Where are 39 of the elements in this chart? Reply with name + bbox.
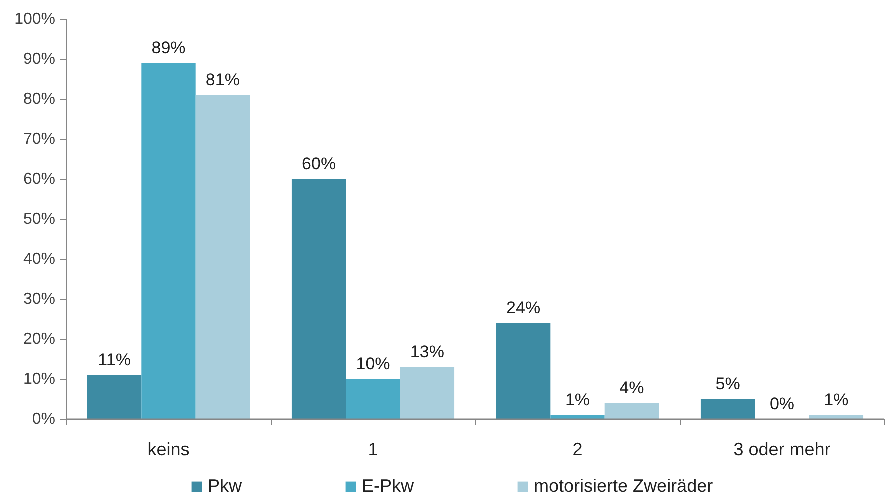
bar [604,404,660,420]
bar [346,380,400,420]
y-tick-label: 50% [23,211,56,228]
data-label: 10% [356,354,390,374]
data-label: 1% [824,390,849,410]
data-label: 81% [206,70,240,90]
x-tick-label: keins [148,440,190,460]
y-tick-label: 80% [23,91,56,108]
bar [196,96,250,420]
data-label: 60% [302,154,336,174]
x-tick-label: 2 [572,440,583,460]
data-label: 4% [620,378,644,398]
y-tick-label: 90% [23,51,56,68]
y-tick-label: 40% [23,251,56,268]
x-tick-label: 3 oder mehr [734,440,831,460]
y-tick-label: 20% [23,331,56,348]
y-tick-label: 30% [23,291,56,308]
data-label: 24% [506,298,541,318]
y-tick-label: 100% [14,11,56,28]
legend-label: E-Pkw [362,476,414,497]
data-label: 1% [565,390,590,410]
legend-label: Pkw [208,476,242,497]
data-label: 13% [410,342,444,362]
bar [87,376,142,420]
y-tick-label: 60% [23,171,56,188]
x-tick-label: 1 [368,440,378,460]
legend-label: motorisierte Zweiräder [534,476,714,497]
bar [142,64,196,420]
data-label: 89% [152,38,186,58]
bar [292,180,346,420]
y-tick-label: 70% [23,131,56,148]
bar [496,324,551,420]
bar [700,400,756,420]
y-tick-label: 10% [23,371,56,388]
bar [400,368,455,420]
y-tick-label: 0% [32,411,56,428]
data-label: 11% [98,350,131,370]
data-label: 0% [770,394,795,414]
data-label: 5% [716,374,740,394]
